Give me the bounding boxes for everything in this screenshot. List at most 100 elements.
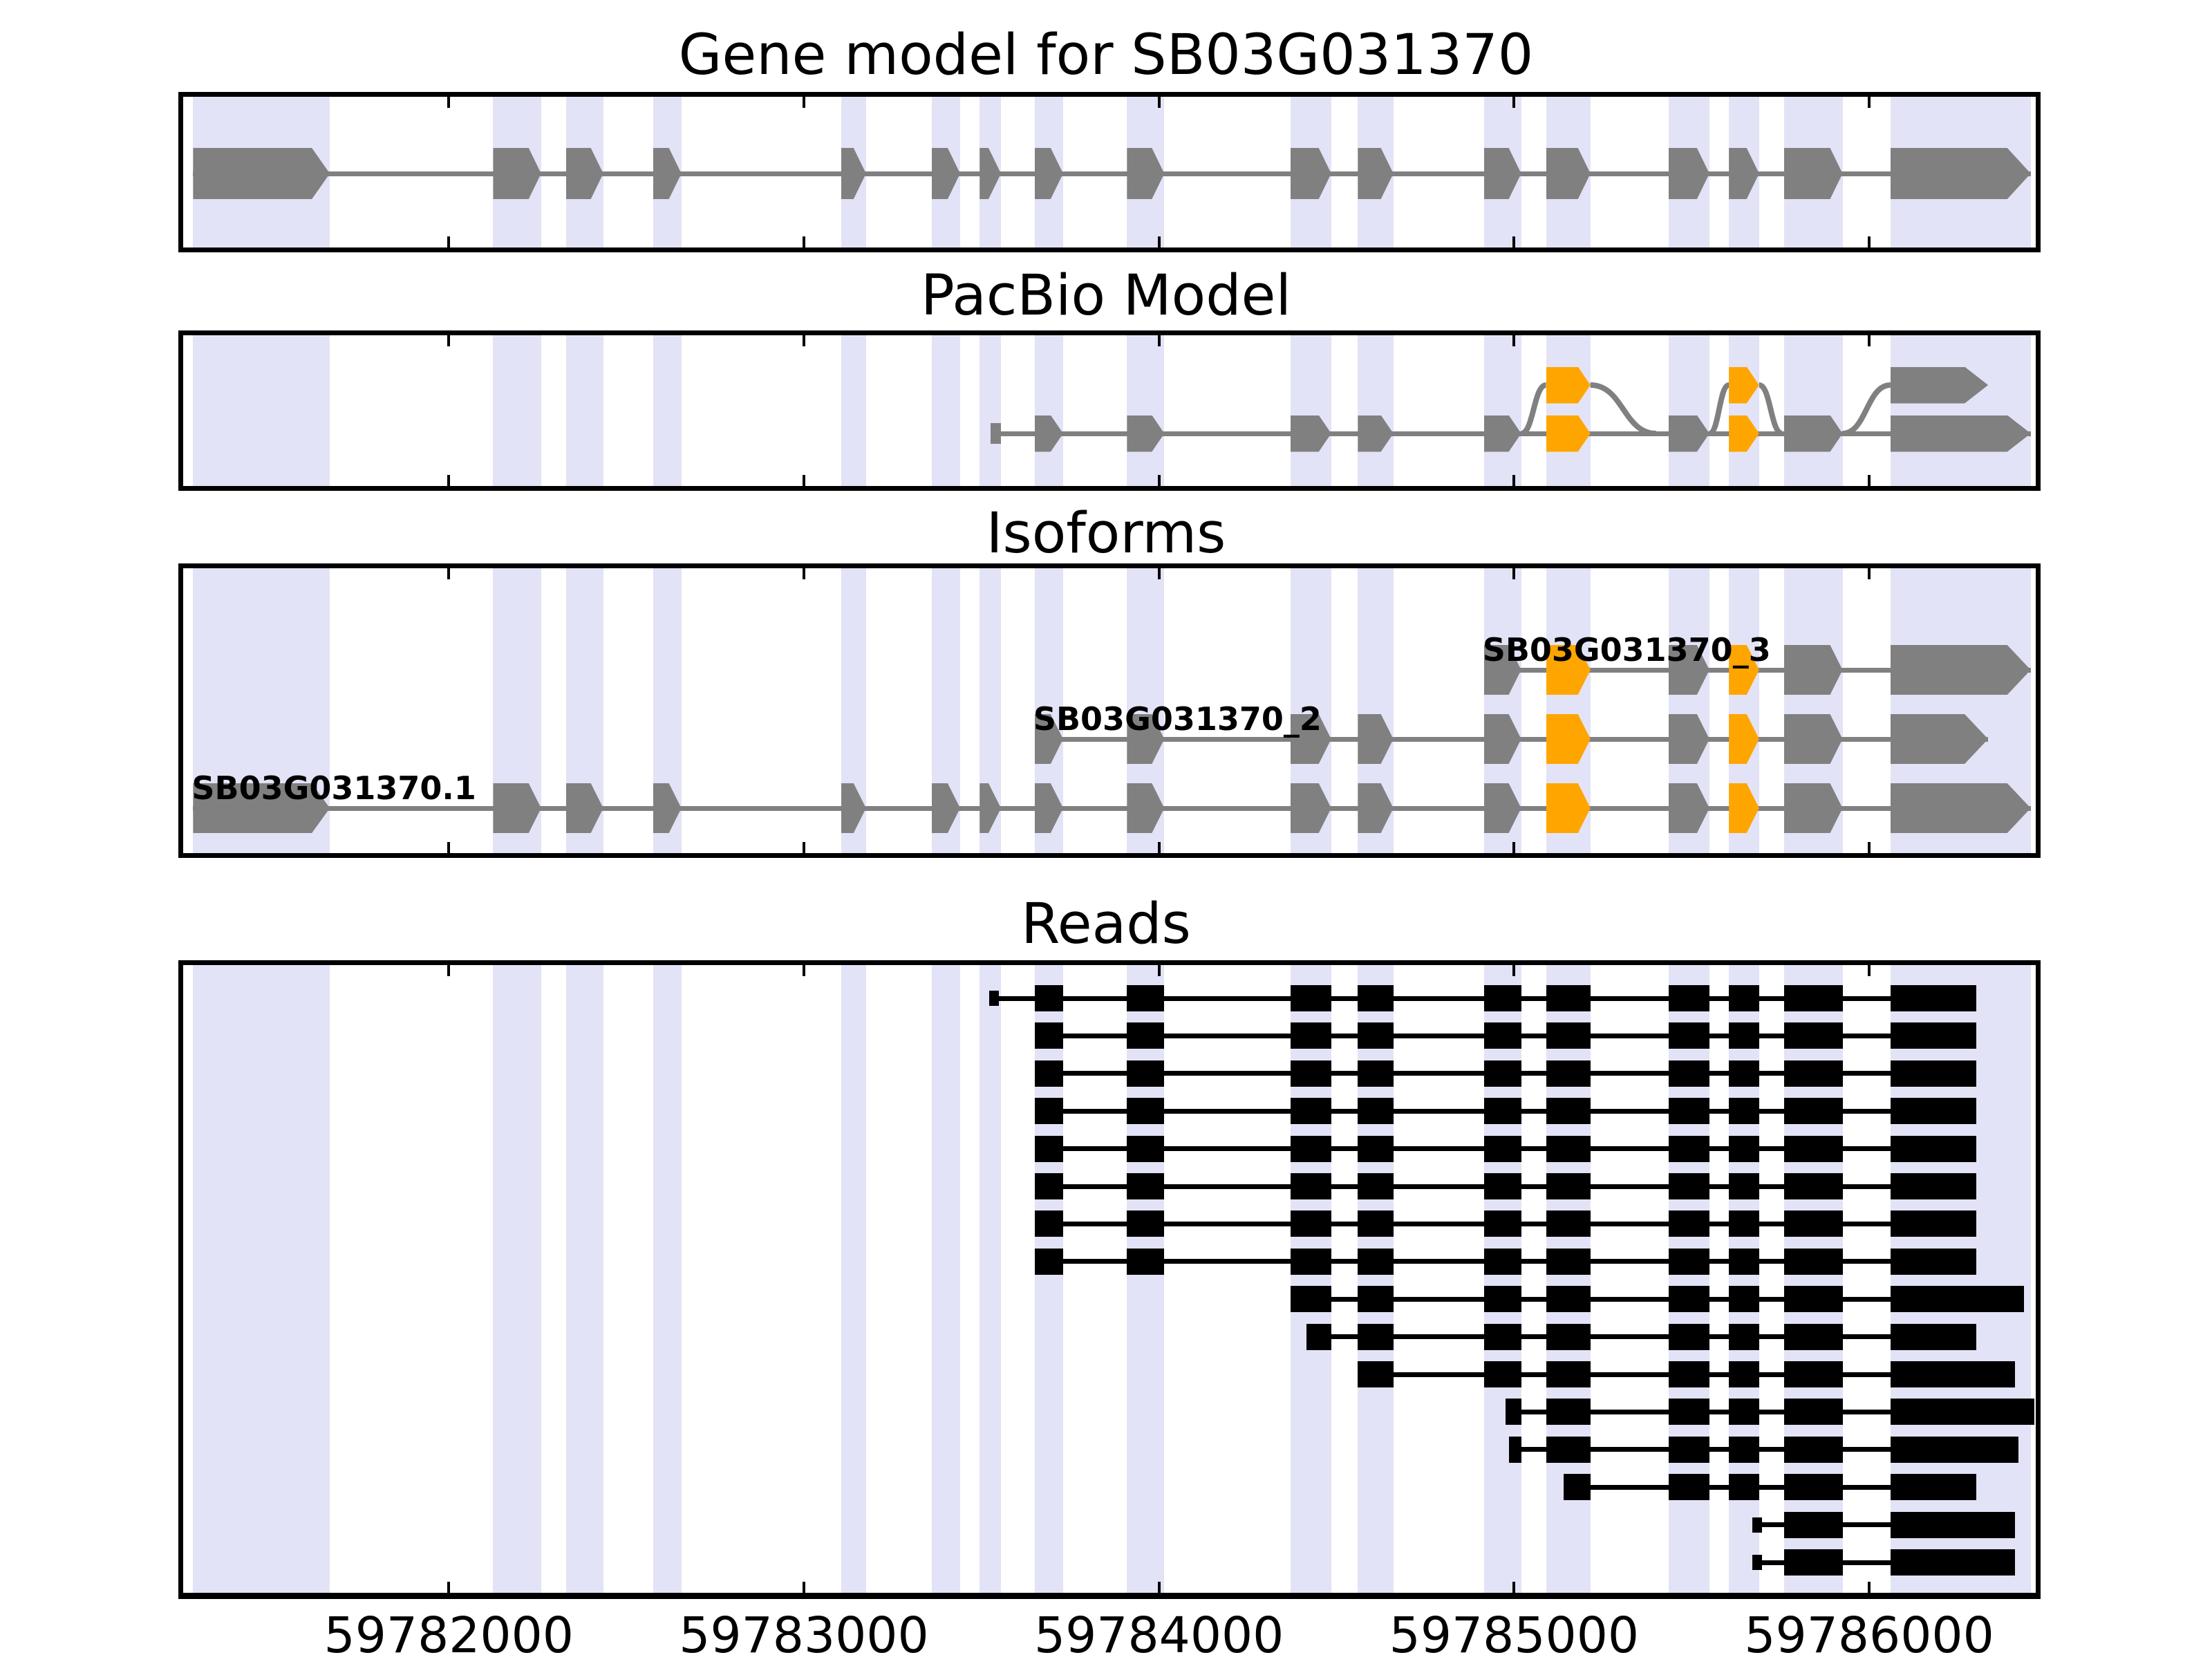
read-exon-block [1668, 1361, 1709, 1387]
read-exon-block [1483, 985, 1521, 1011]
read-exon-block [1890, 1022, 1977, 1049]
exon-shape [1784, 645, 1843, 695]
intron-line [193, 805, 2031, 811]
read-exon-block [1127, 985, 1165, 1011]
exon-shape [1891, 783, 2031, 833]
axis-tick [447, 335, 451, 346]
exon-highlight-band [980, 335, 1002, 486]
read-intron-line [1290, 1296, 2024, 1302]
axis-tick [1868, 568, 1871, 579]
gene-model-title: Gene model for SB03G031370 [678, 23, 1534, 88]
read-exon-block [1668, 1060, 1709, 1087]
axis-tick [1157, 236, 1161, 247]
read-exon-block [1546, 1210, 1591, 1237]
splice-arc-layer [1520, 382, 1891, 436]
axis-tick [1868, 475, 1871, 486]
exon-shape [1784, 148, 1843, 199]
exon-highlight-band [193, 965, 330, 1593]
axis-tick-label: 59782000 [324, 1607, 574, 1664]
axis-tick [1512, 475, 1516, 486]
five-prime-stub [990, 423, 1002, 444]
read-intron-line [1564, 1484, 1977, 1490]
isoforms-panel-inner: SB03G031370_3 SB03G031370_2 SB03G031370.1 [183, 568, 2036, 853]
read-exon-block [1668, 1210, 1709, 1237]
read-exon-block [1358, 1173, 1394, 1199]
read-exon-block [1783, 985, 1843, 1011]
read-exon-block [1483, 1098, 1521, 1125]
axis-tick-label: 59783000 [679, 1607, 929, 1664]
isoforms-title: Isoforms [986, 501, 1226, 566]
read-exon-block [1729, 985, 1759, 1011]
read-exon-block [1483, 1286, 1521, 1313]
read-exon-block [1290, 1060, 1331, 1087]
axis-tick-label: 59785000 [1389, 1607, 1640, 1664]
read-exon-block [1290, 1210, 1331, 1237]
axis-tick [1868, 335, 1871, 346]
exon-highlight-band [1890, 335, 2031, 486]
read-exon-block [1290, 1248, 1331, 1275]
axis-tick [1868, 97, 1871, 108]
exon-shape [1891, 714, 1988, 764]
read-intron-line [1306, 1334, 1977, 1340]
read-exon-block [1668, 1248, 1709, 1275]
read-exon-block [1127, 1248, 1165, 1275]
read-exon-block [1783, 1173, 1843, 1199]
exon-highlight-band [1290, 965, 1331, 1593]
axis-tick [1157, 842, 1161, 853]
read-exon-block [1890, 1436, 2018, 1463]
read-exon-block [1358, 1022, 1394, 1049]
read-exon-block [1668, 1323, 1709, 1350]
exon-shape [193, 148, 330, 199]
read-exon-block [1783, 1022, 1843, 1049]
read-exon-block [1729, 1474, 1759, 1501]
read-exon-block [1546, 1248, 1591, 1275]
read-start-stub [988, 991, 999, 1006]
gene-model-panel-inner [183, 97, 2036, 247]
read-intron-line [988, 995, 1977, 1001]
read-exon-block [1729, 1173, 1759, 1199]
read-exon-block [1034, 1135, 1063, 1162]
read-exon-block [1358, 1361, 1394, 1387]
pacbio-model-panel [178, 330, 2041, 491]
exon-shape [1784, 714, 1843, 764]
read-exon-block [1358, 1286, 1394, 1313]
exon-shape [1891, 367, 1988, 404]
axis-tick [447, 568, 451, 579]
axis-tick [1868, 1582, 1871, 1593]
read-exon-block [1290, 1286, 1331, 1313]
axis-tick [1157, 335, 1161, 346]
read-intron-line [1505, 1409, 2034, 1414]
axis-tick-label: 59786000 [1744, 1607, 1994, 1664]
read-exon-block [1034, 1022, 1063, 1049]
read-exon-block [1729, 1286, 1759, 1313]
exon-highlight-band [193, 335, 330, 486]
exon-highlight-band [565, 965, 603, 1593]
read-exon-block [1034, 985, 1063, 1011]
exon-highlight-band [841, 335, 866, 486]
read-exon-block [1127, 1135, 1165, 1162]
read-exon-block [1290, 1135, 1331, 1162]
read-exon-block [1546, 1022, 1591, 1049]
read-exon-block [1890, 985, 1977, 1011]
isoform-label: SB03G031370_3 [1482, 631, 1771, 669]
read-exon-block [1890, 1286, 2024, 1313]
read-exon-block [1127, 1210, 1165, 1237]
exon-shape [1891, 645, 2031, 695]
read-exon-block [1783, 1361, 1843, 1387]
read-exon-block [1290, 1098, 1331, 1125]
read-exon-block [1783, 1060, 1843, 1087]
exon-highlight-band [493, 965, 541, 1593]
axis-tick [447, 97, 451, 108]
splice-arc [1758, 382, 1783, 436]
exon-highlight-band [653, 335, 682, 486]
read-exon-block [1729, 1248, 1759, 1275]
splice-arc [1708, 382, 1730, 436]
read-exon-block [1729, 1210, 1759, 1237]
axis-tick [802, 475, 805, 486]
axis-tick [1512, 842, 1516, 853]
isoforms-panel: SB03G031370_3 SB03G031370_2 SB03G031370.1 [178, 563, 2041, 858]
exon-highlight-band [931, 965, 960, 1593]
read-exon-block [1546, 1286, 1591, 1313]
pacbio-model-title: PacBio Model [921, 263, 1291, 328]
